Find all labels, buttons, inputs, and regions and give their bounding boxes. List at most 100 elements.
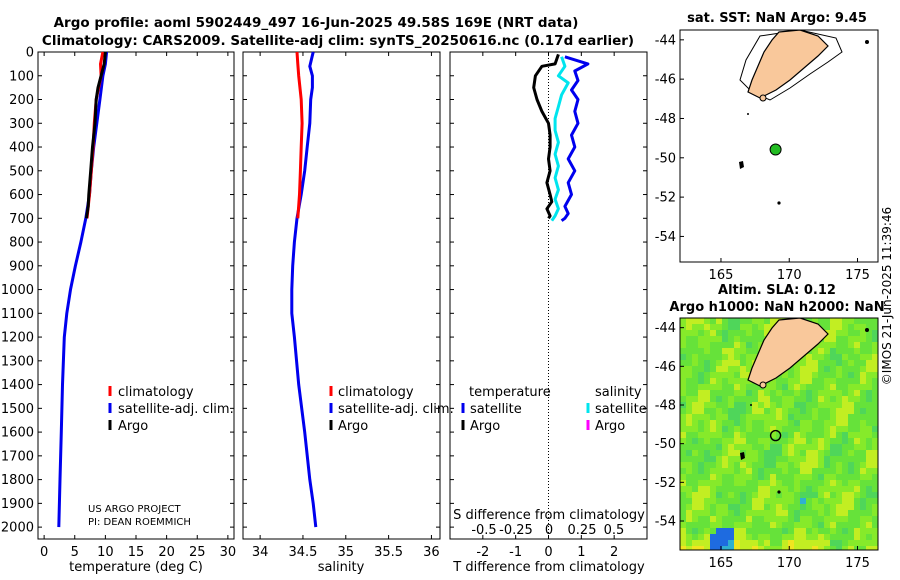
sla-cell (680, 342, 687, 349)
sla-cell (824, 498, 831, 505)
sla-cell (734, 492, 741, 499)
sla-cell (860, 360, 867, 367)
sla-cell (758, 462, 765, 469)
sla-cell (782, 408, 789, 415)
sla-map-panel: Altim. SLA: 0.12 Argo h1000: NaN h2000: … (655, 283, 885, 571)
sla-cell (764, 384, 771, 391)
sla-cell (722, 384, 729, 391)
sla-cell (698, 408, 705, 415)
sla-cell (788, 534, 795, 541)
x-tick-label: 20 (158, 545, 175, 560)
sla-cell (806, 510, 813, 517)
sla-cell (836, 372, 843, 379)
sla-cell (830, 330, 837, 337)
sla-cell (872, 396, 878, 403)
sla-cell (806, 354, 813, 361)
difference-x-label: T difference from climatology (452, 560, 645, 575)
sla-cell (758, 330, 765, 337)
sla-cell (788, 432, 795, 439)
sla-cell (836, 390, 843, 397)
sla-cell (860, 336, 867, 343)
sla-cell (800, 474, 807, 481)
sla-cell (848, 516, 855, 523)
sla-cell (704, 354, 711, 361)
sla-cell (698, 462, 705, 469)
sla-cell (794, 546, 801, 550)
series-salinity-satellite (550, 56, 570, 222)
sla-cell (704, 456, 711, 463)
sla-cell (860, 510, 867, 517)
sla-cell (872, 522, 878, 529)
sla-cell (842, 510, 849, 517)
sla-cell (740, 378, 747, 385)
sla-cell (686, 384, 693, 391)
sla-cell (728, 516, 735, 523)
sla-cell (836, 528, 843, 535)
sla-cell (764, 474, 771, 481)
sla-cell (830, 420, 837, 427)
sla-cell (710, 360, 717, 367)
sla-cell (800, 378, 807, 385)
sla-cell (854, 414, 861, 421)
sla-cell (824, 462, 831, 469)
sla-cell (734, 444, 741, 451)
sla-cell (716, 414, 723, 421)
sla-cell (728, 396, 735, 403)
sla-cell (710, 522, 717, 529)
sla-cell (824, 372, 831, 379)
sla-cell (770, 474, 777, 481)
sla-cell (788, 498, 795, 505)
sla-cell (794, 498, 801, 505)
sla-cell (818, 354, 825, 361)
sla-cell (740, 318, 747, 325)
sla-cell (764, 450, 771, 457)
sla-cell (722, 426, 729, 433)
sla-cell (830, 516, 837, 523)
sla-cell (836, 360, 843, 367)
sla-cell (860, 366, 867, 373)
sla-cell (794, 540, 801, 547)
sla-cell (764, 438, 771, 445)
sla-cell (824, 468, 831, 475)
sla-cell (842, 534, 849, 541)
sla-cell (764, 504, 771, 511)
sla-cell (830, 426, 837, 433)
sla-cell (818, 510, 825, 517)
sla-cell (842, 528, 849, 535)
difference-legend: temperature salinity satellite Argo sate… (461, 385, 647, 434)
sla-cell (746, 528, 753, 535)
sla-cell (764, 396, 771, 403)
sla-cell (680, 366, 687, 373)
sla-cell (734, 408, 741, 415)
sla-cell (686, 534, 693, 541)
sla-cell (758, 546, 765, 550)
sla-cell (866, 450, 873, 457)
sla-cell (704, 516, 711, 523)
sla-cell (746, 444, 753, 451)
sla-cell (680, 534, 687, 541)
sla-cell (866, 426, 873, 433)
sla-cell (818, 450, 825, 457)
sla-cell (830, 336, 837, 343)
sla-cell (776, 510, 783, 517)
sla-cell (722, 414, 729, 421)
sla-cell (752, 456, 759, 463)
sla-cell (752, 414, 759, 421)
sla-cell (734, 522, 741, 529)
sla-cell (746, 474, 753, 481)
y-tick-label: 700 (9, 212, 34, 227)
series-climatology (295, 51, 304, 219)
sla-cell (854, 522, 861, 529)
sla-cell (854, 480, 861, 487)
sla-cell (704, 342, 711, 349)
sla-cell (782, 390, 789, 397)
sla-cell (740, 372, 747, 379)
sla-cell (824, 402, 831, 409)
sla-cell (704, 522, 711, 529)
sla-cell (854, 492, 861, 499)
sla-cell (770, 510, 777, 517)
sla-cell (842, 342, 849, 349)
s-difference-ticks: -0.5 -0.25 0 0.25 0.5 (471, 523, 624, 538)
sla-cell (734, 540, 741, 547)
sla-cell (746, 396, 753, 403)
